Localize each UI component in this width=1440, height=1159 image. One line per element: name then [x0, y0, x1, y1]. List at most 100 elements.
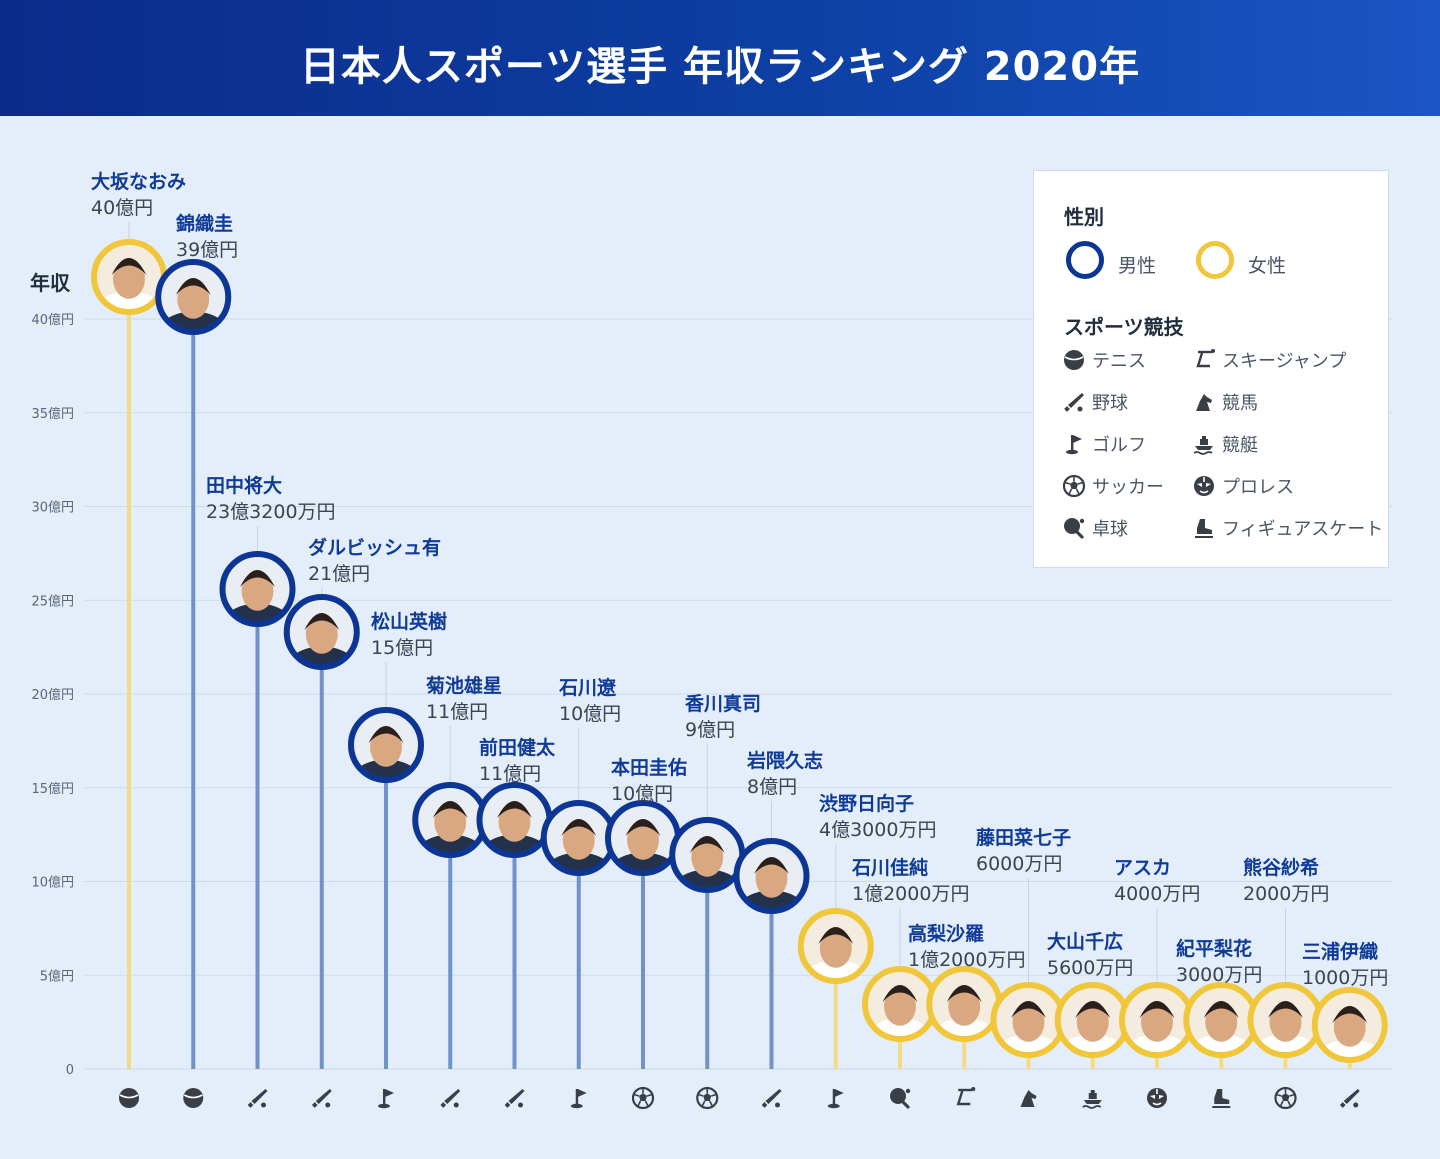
soccer-ball-icon: [631, 1086, 655, 1110]
baseball-bat-icon: [1064, 393, 1084, 412]
boat-icon: [1193, 436, 1213, 455]
soccer-ball-icon: [696, 1086, 719, 1110]
athlete-15: 藤田菜七子 6000万円: [976, 826, 1071, 1107]
ski-jump-icon: [956, 1087, 976, 1106]
legend-sports-title: スポーツ競技: [1064, 315, 1184, 339]
y-tick-label: 5億円: [40, 968, 74, 984]
ski-jump-icon: [1196, 349, 1215, 368]
athlete-20: 三浦伊織 1000万円: [1302, 940, 1388, 1108]
page-title: 日本人スポーツ選手 年収ランキング 2020年: [299, 44, 1141, 90]
athlete-10: 香川真司 9億円: [669, 692, 761, 1110]
athlete-income: 1億2000万円: [852, 883, 969, 905]
athlete-name: 熊谷紗希: [1243, 856, 1319, 879]
gender-ring: [219, 551, 296, 627]
gender-ring: [1311, 987, 1388, 1063]
athlete-income: 11億円: [479, 763, 541, 785]
legend-male-ring: [1066, 241, 1104, 279]
legend-sport-horse: 競馬: [1192, 389, 1258, 415]
athlete-19: 熊谷紗希 2000万円: [1243, 856, 1329, 1110]
gender-ring: [155, 259, 232, 335]
athlete-income: 15億円: [371, 637, 433, 659]
legend-female-ring: [1196, 241, 1234, 279]
ping-pong-paddle-icon: [1064, 518, 1085, 539]
athlete-income: 40億円: [91, 197, 153, 219]
y-tick-label: 35億円: [31, 406, 74, 422]
athlete-2: 錦織圭 39億円: [155, 212, 238, 1108]
legend-sport-label: スキージャンプ: [1222, 351, 1347, 372]
athlete-name: 岩隈久志: [746, 749, 823, 772]
athlete-income: 8億円: [747, 776, 797, 798]
athlete-9: 本田圭佑 10億円: [605, 756, 687, 1110]
legend-sport-golf: ゴルフ: [1062, 431, 1146, 457]
baseball-bat-icon: [247, 1089, 268, 1108]
athlete-name: 大坂なおみ: [91, 170, 186, 193]
athlete-name: 高梨沙羅: [908, 922, 984, 945]
athlete-14: 高梨沙羅 1億2000万円: [908, 922, 1025, 1106]
soccer-ball-icon: [1274, 1086, 1297, 1110]
athlete-income: 5600万円: [1047, 957, 1133, 979]
golf-flag-icon: [570, 1089, 587, 1109]
tennis-ball-icon: [119, 1088, 139, 1108]
athlete-income: 3000万円: [1176, 964, 1262, 986]
soccer-ball-icon: [1062, 474, 1086, 498]
legend-sport-label: 卓球: [1092, 519, 1128, 540]
wrestling-mask-icon: [1147, 1088, 1167, 1108]
athlete-income: 1億2000万円: [908, 949, 1025, 971]
horse-icon: [1196, 394, 1212, 411]
legend-sport-label: テニス: [1092, 351, 1146, 372]
boat-icon: [1082, 1090, 1102, 1109]
athlete-16: 大山千広 5600万円: [1047, 930, 1133, 1109]
legend-sport-label: フィギュアスケート: [1222, 519, 1384, 540]
ping-pong-paddle-icon: [890, 1088, 911, 1109]
athlete-name: 前田健太: [479, 736, 556, 759]
legend-male-label: 男性: [1118, 255, 1157, 277]
athlete-name: アスカ: [1114, 857, 1171, 879]
athlete-4: ダルビッシュ有 21億円: [283, 536, 441, 1108]
legend-sport-label: 競艇: [1222, 435, 1258, 456]
legend-sport-soccer: サッカー: [1062, 473, 1164, 499]
athlete-5: 松山英樹 15億円: [348, 610, 447, 1109]
athlete-13: 石川佳純 1億2000万円: [851, 856, 969, 1109]
athlete-name: 菊池雄星: [426, 674, 502, 697]
athlete-income: 4億3000万円: [819, 819, 936, 841]
wrestling-mask-icon: [1194, 476, 1214, 496]
gender-ring: [733, 838, 810, 914]
legend-female-label: 女性: [1248, 255, 1287, 277]
athlete-name: 本田圭佑: [611, 756, 687, 779]
athlete-income: 21億円: [308, 563, 370, 585]
y-tick-label: 10億円: [31, 875, 74, 891]
athlete-income: 10億円: [559, 703, 621, 725]
legend-gender-title: 性別: [1064, 205, 1104, 229]
athlete-name: 石川遼: [558, 676, 617, 699]
athlete-name: 藤田菜七子: [976, 826, 1071, 849]
athlete-17: アスカ 4000万円: [1114, 857, 1200, 1108]
athlete-income: 39億円: [176, 239, 238, 261]
legend-sport-baseball: 野球: [1062, 389, 1128, 415]
tennis-ball-icon: [1064, 350, 1084, 370]
y-tick-label: 25億円: [31, 593, 74, 609]
legend-sport-tennis: テニス: [1062, 347, 1146, 373]
legend-sport-label: 競馬: [1222, 393, 1258, 414]
athlete-name: 大山千広: [1047, 930, 1123, 953]
athlete-name: 香川真司: [684, 692, 761, 715]
athlete-12: 渋野日向子 4億3000万円: [797, 792, 936, 1109]
title-banner: 日本人スポーツ選手 年収ランキング 2020年: [0, 0, 1440, 116]
legend-sport-ski: スキージャンプ: [1192, 347, 1346, 373]
athlete-income: 6000万円: [976, 853, 1062, 875]
athlete-7: 前田健太 11億円: [476, 736, 556, 1108]
athlete-3: 田中将大 23億3200万円: [206, 474, 336, 1108]
y-tick-label: 30億円: [31, 500, 74, 516]
skate-boot-icon: [1212, 1089, 1231, 1108]
athlete-income: 9億円: [685, 719, 735, 741]
gender-ring: [797, 908, 874, 984]
tennis-ball-icon: [183, 1088, 204, 1108]
baseball-bat-icon: [761, 1089, 782, 1108]
gender-ring: [283, 594, 360, 670]
athlete-income: 10億円: [611, 783, 673, 805]
income-chart: 年収 0 5億円 10億円 15億円 20億円 25億円 30億円 35億円 40億円 大坂なおみ 4…: [30, 170, 1392, 1110]
y-tick-label: 20億円: [31, 687, 74, 703]
legend-sport-label: 野球: [1092, 393, 1128, 414]
athlete-6: 菊池雄星 11億円: [412, 674, 502, 1108]
y-axis-title: 年収: [30, 271, 71, 295]
y-tick-label: 0: [66, 1063, 74, 1078]
